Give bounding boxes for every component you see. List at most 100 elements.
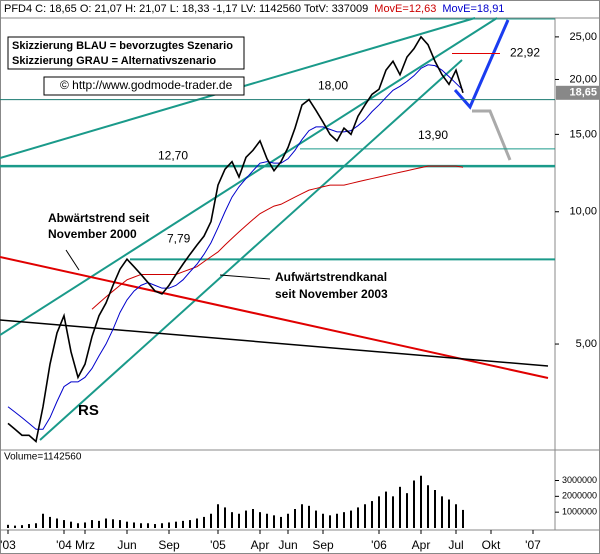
y-tick-label: 25,00 — [569, 31, 597, 43]
volume-bar — [266, 513, 268, 528]
x-tick-label: Mrz — [75, 538, 95, 552]
y-tick-label: 20,00 — [569, 73, 597, 85]
volume-bar — [392, 496, 394, 528]
volume-bar — [49, 516, 51, 528]
volume-bar — [455, 504, 457, 528]
volume-bar — [112, 519, 114, 528]
volume-bar — [63, 520, 65, 528]
x-tick-label: Sep — [312, 538, 334, 552]
volume-bar — [189, 520, 191, 528]
y-tick-label: 5,00 — [576, 338, 597, 350]
price-line — [7, 35, 464, 444]
volume-label: Volume=1142560 — [4, 452, 82, 463]
volume-bar — [434, 490, 436, 528]
volume-bar — [231, 512, 233, 528]
volume-bar — [140, 523, 142, 528]
annotation: November 2000 — [48, 227, 137, 241]
volume-bar — [14, 525, 16, 528]
volume-bar — [287, 513, 289, 528]
volume-bar — [273, 515, 275, 528]
header: PFD4 C: 18,65 O: 21,07 H: 21,07 L: 18,33… — [4, 3, 504, 15]
y-tick-label: 15,00 — [569, 128, 597, 140]
x-tick-label: Jun — [117, 538, 136, 552]
scenario-box — [7, 36, 245, 70]
last-price-box — [556, 85, 599, 100]
volume-bar — [413, 480, 415, 528]
volume-bar — [217, 504, 219, 528]
volume-bar — [315, 510, 317, 528]
volume-bar — [420, 475, 422, 528]
copyright-box — [43, 76, 245, 96]
scenario-gray-arrow — [472, 109, 512, 161]
header-info: PFD4 C: 18,65 O: 21,07 H: 21,07 L: 18,33… — [4, 3, 368, 15]
channel-line — [39, 59, 463, 441]
x-tick-label: '06 — [371, 538, 387, 552]
volume-bar — [196, 518, 198, 528]
pointer — [219, 274, 271, 280]
moving-average — [91, 165, 464, 310]
volume-bar — [322, 513, 324, 528]
moving-average — [7, 64, 464, 430]
volume-bar — [462, 509, 464, 528]
volume-bar — [56, 518, 58, 528]
x-tick-label: Okt — [482, 538, 501, 552]
x-tick-label: '05 — [210, 538, 226, 552]
volume-bar — [294, 509, 296, 528]
volume-bar — [259, 512, 261, 528]
x-tick-label: Apr — [412, 538, 431, 552]
volume-bar — [441, 496, 443, 528]
last-price-label: 18,65 — [569, 87, 597, 99]
volume-bar — [147, 523, 149, 528]
level-label: 7,79 — [167, 232, 191, 246]
volume-bar — [154, 524, 156, 528]
x-tick-label: Sep — [158, 538, 180, 552]
volume-bar — [378, 496, 380, 528]
volume-bar — [399, 486, 401, 528]
volume-bar — [350, 510, 352, 528]
volume-bar — [364, 504, 366, 528]
volume-bar — [42, 513, 44, 528]
volume-bar — [175, 521, 177, 528]
volume-tick-label: 2000000 — [562, 491, 597, 501]
volume-bar — [343, 512, 345, 528]
level-label: 22,92 — [510, 46, 540, 60]
volume-bar — [91, 520, 93, 528]
header-ma-blue: MovE=18,91 — [442, 3, 504, 15]
volume-bar — [168, 522, 170, 528]
volume-bar — [427, 485, 429, 528]
volume-bar — [329, 515, 331, 528]
volume-bar — [280, 516, 282, 528]
volume-tick-label: 1000000 — [562, 507, 597, 517]
level-label: 12,70 — [158, 148, 188, 162]
annotation: seit November 2003 — [275, 287, 388, 301]
volume-bar — [203, 516, 205, 528]
scenario-blue-arrow — [453, 19, 510, 110]
volume-bar — [371, 501, 373, 528]
level-label: 13,90 — [418, 128, 448, 142]
volume-bar — [252, 509, 254, 528]
header-ma-red: MovE=12,63 — [374, 3, 436, 15]
volume-bar — [7, 524, 9, 528]
volume-bar — [21, 525, 23, 528]
volume-bar — [406, 493, 408, 528]
volume-bar — [77, 523, 79, 528]
volume-bar — [238, 513, 240, 528]
volume-bar — [336, 513, 338, 528]
volume-bar — [70, 521, 72, 528]
annotation: Abwärtstrend seit — [48, 211, 149, 225]
volume-bar — [448, 499, 450, 528]
longterm-line — [0, 319, 549, 367]
x-tick-label: '07 — [525, 538, 541, 552]
y-tick-label: 10,00 — [569, 206, 597, 218]
volume-bar — [308, 505, 310, 528]
volume-tick-label: 3000000 — [562, 475, 597, 485]
x-tick-label: '03 — [0, 538, 16, 552]
volume-bar — [84, 522, 86, 528]
volume-bar — [301, 504, 303, 528]
copyright: © http://www.godmode-trader.de — [60, 78, 233, 92]
scenario-text: Skizzierung BLAU = bevorzugtes Szenario — [12, 40, 233, 52]
volume-bar — [126, 521, 128, 528]
volume-bar — [133, 522, 135, 528]
volume-bar — [98, 520, 100, 528]
